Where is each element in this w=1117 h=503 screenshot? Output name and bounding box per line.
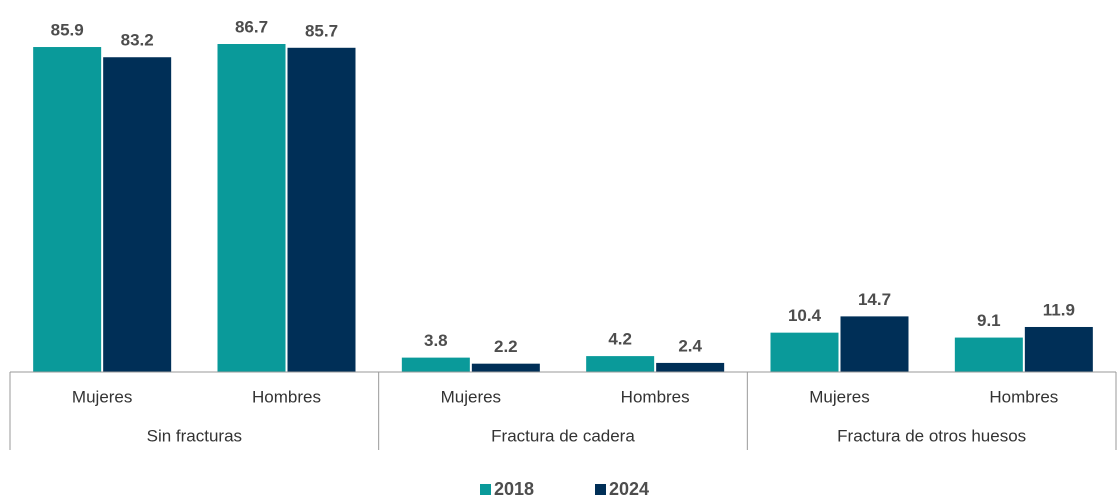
bar [217,44,286,372]
value-label: 85.7 [305,21,338,40]
value-label: 11.9 [1043,300,1075,319]
value-label: 14.7 [858,290,891,309]
x-tick-label: Hombres [252,387,321,406]
bar [103,57,172,373]
legend-swatch [595,484,606,495]
legend-label: 2024 [609,479,649,498]
bar [33,47,102,373]
x-tick-label: Mujeres [809,387,869,406]
bar [586,356,655,372]
group-label: Fractura de otros huesos [837,426,1026,445]
value-label: 86.7 [235,17,268,36]
x-tick-label: Hombres [989,387,1058,406]
value-label: 85.9 [51,21,84,40]
value-label: 9.1 [977,311,1001,330]
x-tick-label: Hombres [621,387,690,406]
bar [770,332,839,372]
bar [656,362,725,372]
bar [1024,326,1093,372]
value-label: 3.8 [424,331,448,350]
bar [287,47,356,372]
bar [401,357,470,372]
bar [954,337,1023,372]
x-tick-label: Mujeres [441,387,501,406]
group-label: Sin fracturas [147,426,242,445]
value-label: 4.2 [608,330,632,349]
value-label: 83.2 [121,31,154,50]
bar [840,316,909,372]
legend-label: 2018 [494,479,534,498]
value-label: 2.2 [494,337,518,356]
group-label: Fractura de cadera [491,426,635,445]
x-tick-label: Mujeres [72,387,132,406]
bar [471,363,540,372]
legend-swatch [480,484,491,495]
value-label: 10.4 [788,306,822,325]
value-label: 2.4 [678,336,702,355]
